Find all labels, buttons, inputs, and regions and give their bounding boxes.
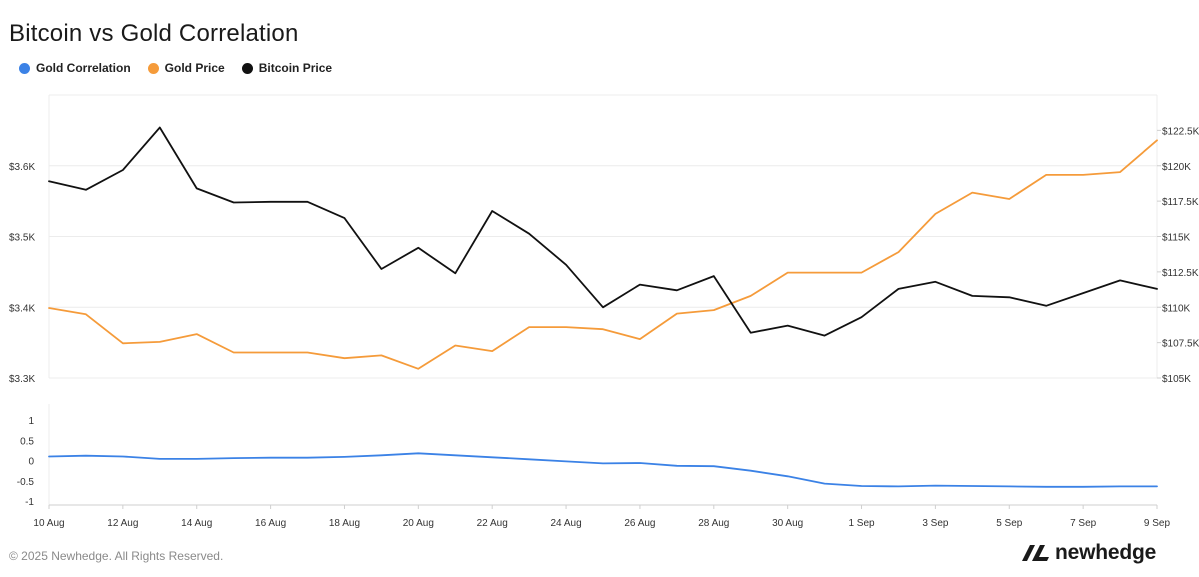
right-tick-label: $110K <box>1162 303 1191 314</box>
correlation-tick-label: 0.5 <box>20 436 34 447</box>
x-tick-label: 14 Aug <box>181 518 212 529</box>
legend-dot-bitcoin-price <box>241 62 253 74</box>
legend-label-bitcoin-price: Bitcoin Price <box>258 61 333 75</box>
x-tick-label: 22 Aug <box>477 518 508 529</box>
x-tick-label: 9 Sep <box>1144 518 1171 529</box>
left-tick-label: $3.5K <box>9 233 35 244</box>
x-tick-label: 28 Aug <box>698 518 729 529</box>
left-tick-label: $3.3K <box>9 374 35 385</box>
series-line-gold-price <box>48 139 1158 370</box>
x-tick-label: 3 Sep <box>922 518 949 529</box>
x-tick-label: 20 Aug <box>403 518 434 529</box>
right-tick-label: $115K <box>1162 233 1191 244</box>
legend-item-gold-price[interactable]: Gold Price <box>147 61 225 75</box>
legend-item-bitcoin-price[interactable]: Bitcoin Price <box>241 61 333 75</box>
x-tick-label: 16 Aug <box>255 518 286 529</box>
series-line-bitcoin-price <box>48 126 1158 337</box>
x-tick-label: 24 Aug <box>550 518 581 529</box>
chart-title: Bitcoin vs Gold Correlation <box>9 20 299 47</box>
legend-label-gold-price: Gold Price <box>164 61 225 75</box>
right-tick-label: $122.5K <box>1162 126 1199 137</box>
axis-layer: $3.3K $3.4K $3.5K $3.6K $105K $107.5K $110K $11… <box>9 126 1199 529</box>
x-tick-label: 30 Aug <box>772 518 803 529</box>
chart-legend: Gold Correlation Gold Price Bitcoin Pric… <box>19 61 349 75</box>
left-tick-label: $3.4K <box>9 303 35 314</box>
x-tick-label: 26 Aug <box>624 518 655 529</box>
x-tick-label: 10 Aug <box>33 518 64 529</box>
brand-name: newhedge <box>1055 541 1157 564</box>
x-tick-label: 18 Aug <box>329 518 360 529</box>
x-tick-label: 1 Sep <box>848 518 875 529</box>
x-tick-label: 12 Aug <box>107 518 138 529</box>
left-tick-label: $3.6K <box>9 162 35 173</box>
series-layer <box>48 126 1158 488</box>
brand-logo[interactable]: newhedge <box>1021 541 1156 565</box>
grid-layer <box>48 94 1158 506</box>
x-tick-label: 5 Sep <box>996 518 1023 529</box>
newhedge-logo-icon <box>1022 545 1049 561</box>
copyright-text: © 2025 Newhedge. All Rights Reserved. <box>9 549 224 563</box>
right-tick-label: $105K <box>1162 374 1191 385</box>
correlation-tick-label: -0.5 <box>17 477 35 488</box>
series-line-gold-correlation <box>48 452 1158 488</box>
right-tick-label: $120K <box>1162 162 1191 173</box>
legend-item-gold-correlation[interactable]: Gold Correlation <box>19 61 131 75</box>
correlation-tick-label: -1 <box>25 497 34 508</box>
legend-label-gold-correlation: Gold Correlation <box>36 61 131 75</box>
legend-dot-gold-correlation <box>19 62 30 74</box>
right-tick-label: $117.5K <box>1162 197 1199 208</box>
correlation-tick-label: 1 <box>28 416 34 427</box>
right-tick-label: $107.5K <box>1162 339 1199 350</box>
correlation-tick-label: 0 <box>28 457 34 468</box>
right-tick-label: $112.5K <box>1162 268 1199 279</box>
legend-dot-gold-price <box>147 62 159 74</box>
x-tick-label: 7 Sep <box>1070 518 1097 529</box>
